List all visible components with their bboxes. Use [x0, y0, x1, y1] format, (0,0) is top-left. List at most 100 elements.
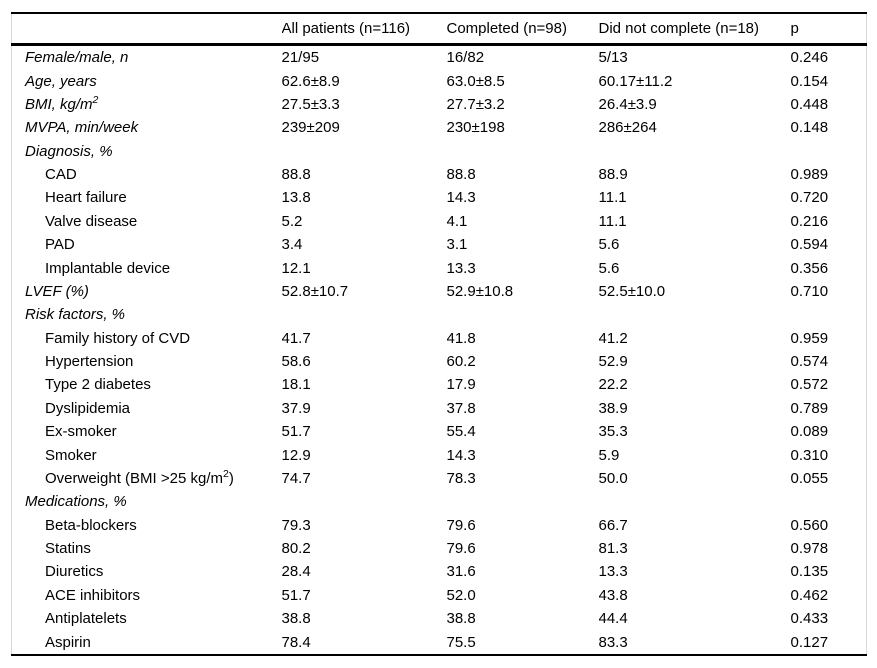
- value-cell: 11.1: [598, 212, 627, 230]
- value-cell: 52.8±10.7: [281, 282, 349, 300]
- value-cell: 74.7: [281, 469, 311, 487]
- value-cell: 66.7: [598, 516, 628, 534]
- p-value-cell: 0.154: [790, 72, 829, 90]
- value-cell: [447, 303, 599, 326]
- value-cell: 51.7: [281, 586, 311, 604]
- p-value-cell: 0.246: [790, 49, 829, 67]
- value-cell: 58.6: [281, 353, 311, 371]
- value-cell: 4.1: [446, 212, 468, 230]
- value-cell: 27.5±3.3: [281, 95, 340, 113]
- table-row: ACE inhibitors 51.7 52.0 43.8 0.462: [12, 584, 867, 607]
- row-label: MVPA, min/week: [25, 119, 139, 137]
- value-cell: 52.9±10.8: [446, 282, 514, 300]
- value-cell: 81.3: [598, 540, 628, 558]
- value-cell: [282, 490, 447, 513]
- table-row: Ex-smoker 51.7 55.4 35.3 0.089: [12, 420, 867, 443]
- table-header: All patients (n=116) Completed (n=98) Di…: [11, 13, 867, 46]
- p-value-cell: 0.356: [790, 259, 829, 277]
- p-value-cell: 0.135: [790, 563, 829, 581]
- p-value-cell: 0.089: [790, 423, 829, 441]
- table-row: Diuretics 28.4 31.6 13.3 0.135: [12, 560, 867, 583]
- value-cell: 11.1: [598, 189, 627, 207]
- row-label: Hypertension: [45, 353, 134, 371]
- table-row: Family history of CVD 41.7 41.8 41.2 0.959: [12, 327, 867, 350]
- value-cell: [599, 490, 791, 513]
- value-cell: 13.3: [598, 563, 628, 581]
- value-cell: 51.7: [281, 423, 311, 441]
- table-row: BMI, kg/m2 27.5±3.3 27.7±3.2 26.4±3.9 0.448: [12, 93, 867, 116]
- p-value-cell: 0.710: [790, 282, 829, 300]
- value-cell: 79.6: [446, 540, 476, 558]
- table-row: Type 2 diabetes 18.1 17.9 22.2 0.572: [12, 373, 867, 396]
- value-cell: 17.9: [446, 376, 476, 394]
- value-cell: 78.4: [281, 633, 311, 651]
- p-value-cell: 0.310: [790, 446, 829, 464]
- value-cell: 83.3: [598, 633, 628, 651]
- value-cell: 52.9: [598, 353, 628, 371]
- row-label: Antiplatelets: [45, 610, 127, 628]
- p-value-cell: 0.720: [790, 189, 829, 207]
- p-value-cell: 0.127: [790, 633, 829, 651]
- value-cell: [447, 490, 599, 513]
- value-cell: 27.7±3.2: [446, 95, 505, 113]
- value-cell: 12.1: [281, 259, 311, 277]
- value-cell: 5.9: [598, 446, 620, 464]
- value-cell: 5.6: [598, 236, 620, 254]
- value-cell: 3.4: [281, 236, 303, 254]
- value-cell: [447, 140, 599, 163]
- value-cell: 3.1: [446, 236, 468, 254]
- row-label: Ex-smoker: [45, 423, 117, 441]
- row-label: Heart failure: [45, 189, 127, 207]
- section-row: Risk factors, %: [12, 303, 867, 326]
- value-cell: 21/95: [281, 49, 320, 67]
- value-cell: 52.5±10.0: [598, 282, 666, 300]
- p-value-cell: 0.572: [790, 376, 829, 394]
- p-value-cell: 0.560: [790, 516, 829, 534]
- row-label: CAD: [45, 166, 77, 184]
- table-row: Beta-blockers 79.3 79.6 66.7 0.560: [12, 514, 867, 537]
- value-cell: 5.6: [598, 259, 620, 277]
- header-p-value: p: [790, 13, 867, 46]
- value-cell: 12.9: [281, 446, 311, 464]
- row-label: Diagnosis, %: [25, 142, 113, 160]
- table-row: Smoker 12.9 14.3 5.9 0.310: [12, 443, 867, 466]
- value-cell: [282, 140, 447, 163]
- table-row: Valve disease 5.2 4.1 11.1 0.216: [12, 210, 867, 233]
- p-value-cell: 0.055: [790, 469, 829, 487]
- value-cell: 80.2: [281, 540, 311, 558]
- value-cell: 62.6±8.9: [281, 72, 340, 90]
- value-cell: 14.3: [446, 189, 476, 207]
- value-cell: 13.3: [446, 259, 476, 277]
- value-cell: 239±209: [281, 119, 340, 137]
- p-value-cell: 0.574: [790, 353, 829, 371]
- row-label: Medications, %: [25, 493, 127, 511]
- row-label: Implantable device: [45, 259, 171, 277]
- row-label: Diuretics: [45, 563, 104, 581]
- row-label: Dyslipidemia: [45, 399, 131, 417]
- p-value-cell: [791, 140, 867, 163]
- value-cell: 18.1: [281, 376, 311, 394]
- table-row: PAD 3.4 3.1 5.6 0.594: [12, 233, 867, 256]
- value-cell: 26.4±3.9: [598, 95, 657, 113]
- p-value-cell: 0.789: [790, 399, 829, 417]
- value-cell: 5.2: [281, 212, 303, 230]
- value-cell: 52.0: [446, 586, 476, 604]
- value-cell: 88.8: [446, 166, 476, 184]
- value-cell: 41.8: [446, 329, 476, 347]
- value-cell: 43.8: [598, 586, 628, 604]
- header-did-not-complete: Did not complete (n=18): [598, 13, 791, 46]
- section-row: Medications, %: [12, 490, 867, 513]
- value-cell: 13.8: [281, 189, 311, 207]
- section-row: Diagnosis, %: [12, 140, 867, 163]
- row-label: LVEF (%): [25, 282, 89, 300]
- value-cell: [282, 303, 447, 326]
- value-cell: 78.3: [446, 469, 476, 487]
- value-cell: 37.9: [281, 399, 311, 417]
- table-row: Aspirin 78.4 75.5 83.3 0.127: [12, 630, 867, 654]
- value-cell: 230±198: [446, 119, 505, 137]
- value-cell: 41.2: [598, 329, 628, 347]
- value-cell: 31.6: [446, 563, 476, 581]
- table-row: Age, years 62.6±8.9 63.0±8.5 60.17±11.2 0.15…: [12, 69, 867, 92]
- value-cell: 35.3: [598, 423, 628, 441]
